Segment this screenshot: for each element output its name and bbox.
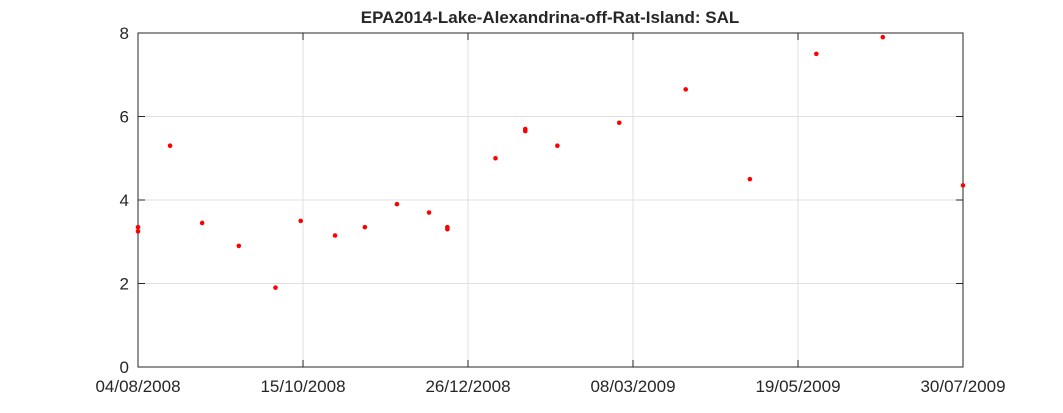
data-point <box>555 143 560 149</box>
x-tick-label: 26/12/2008 <box>425 377 510 396</box>
y-tick-label: 2 <box>120 275 129 294</box>
axis-ticks <box>137 32 964 368</box>
y-tick-label: 4 <box>120 191 129 210</box>
x-tick-label: 30/07/2009 <box>920 377 1005 396</box>
data-point <box>236 243 242 249</box>
x-tick-label: 04/08/2008 <box>95 377 180 396</box>
data-point <box>167 143 173 149</box>
grid <box>137 32 964 368</box>
data-point <box>493 155 498 161</box>
data-point <box>135 224 141 230</box>
y-tick-label: 6 <box>120 108 129 127</box>
data-point <box>426 210 432 215</box>
data-point <box>135 229 141 234</box>
data-point <box>683 87 689 92</box>
data-point <box>616 120 622 126</box>
data-point <box>273 285 278 290</box>
data-point <box>522 128 528 134</box>
y-tick-label: 8 <box>120 24 129 43</box>
data-point <box>445 226 450 232</box>
y-tick-label: 0 <box>120 358 129 377</box>
data-point <box>880 34 886 40</box>
data-point <box>298 218 304 224</box>
data-point <box>960 183 966 188</box>
chart-title: EPA2014-Lake-Alexandrina-off-Rat-Island:… <box>361 8 739 27</box>
data-points <box>135 34 966 290</box>
tick-labels: 04/08/2008 15/10/2008 26/12/2008 08/03/2009… <box>95 24 1005 396</box>
data-point <box>747 176 753 182</box>
x-tick-label: 15/10/2008 <box>260 377 345 396</box>
data-point <box>199 220 205 226</box>
data-point <box>394 201 400 207</box>
data-point <box>332 233 338 238</box>
data-point <box>362 224 368 230</box>
x-tick-label: 08/03/2009 <box>590 377 675 396</box>
x-tick-label: 19/05/2009 <box>755 377 840 396</box>
data-point <box>814 51 819 57</box>
